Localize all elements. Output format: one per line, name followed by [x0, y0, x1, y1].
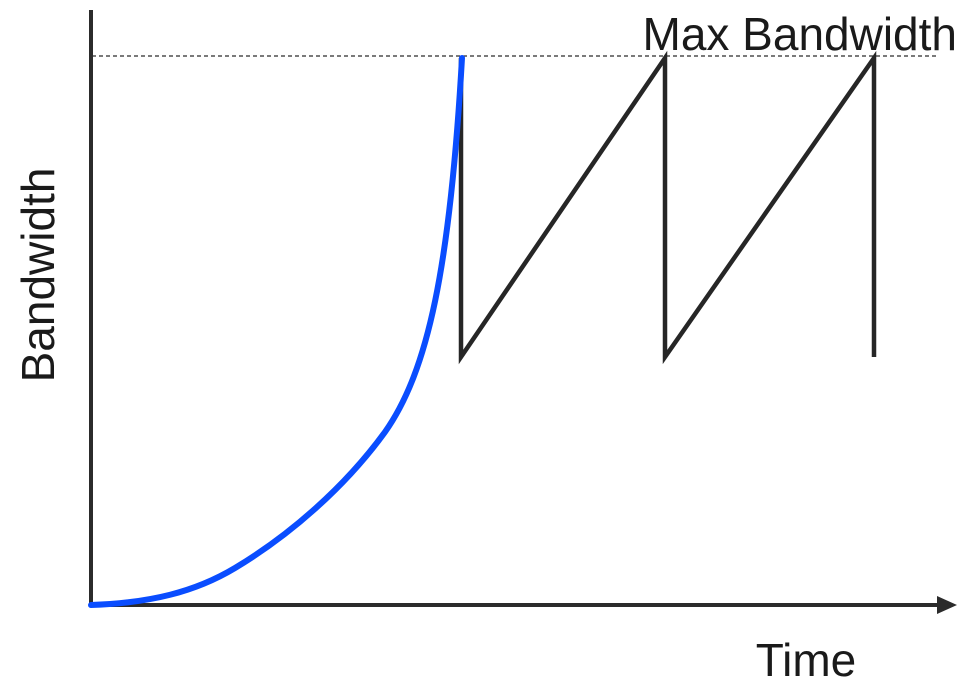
y-axis-label: Bandwidth: [12, 168, 64, 383]
sawtooth-line: [458, 50, 877, 365]
max-bandwidth-label: Max Bandwidth: [643, 8, 958, 60]
x-axis-arrowhead: [937, 596, 957, 614]
slow-start-curve: [88, 55, 465, 608]
x-axis-label: Time: [756, 634, 857, 677]
